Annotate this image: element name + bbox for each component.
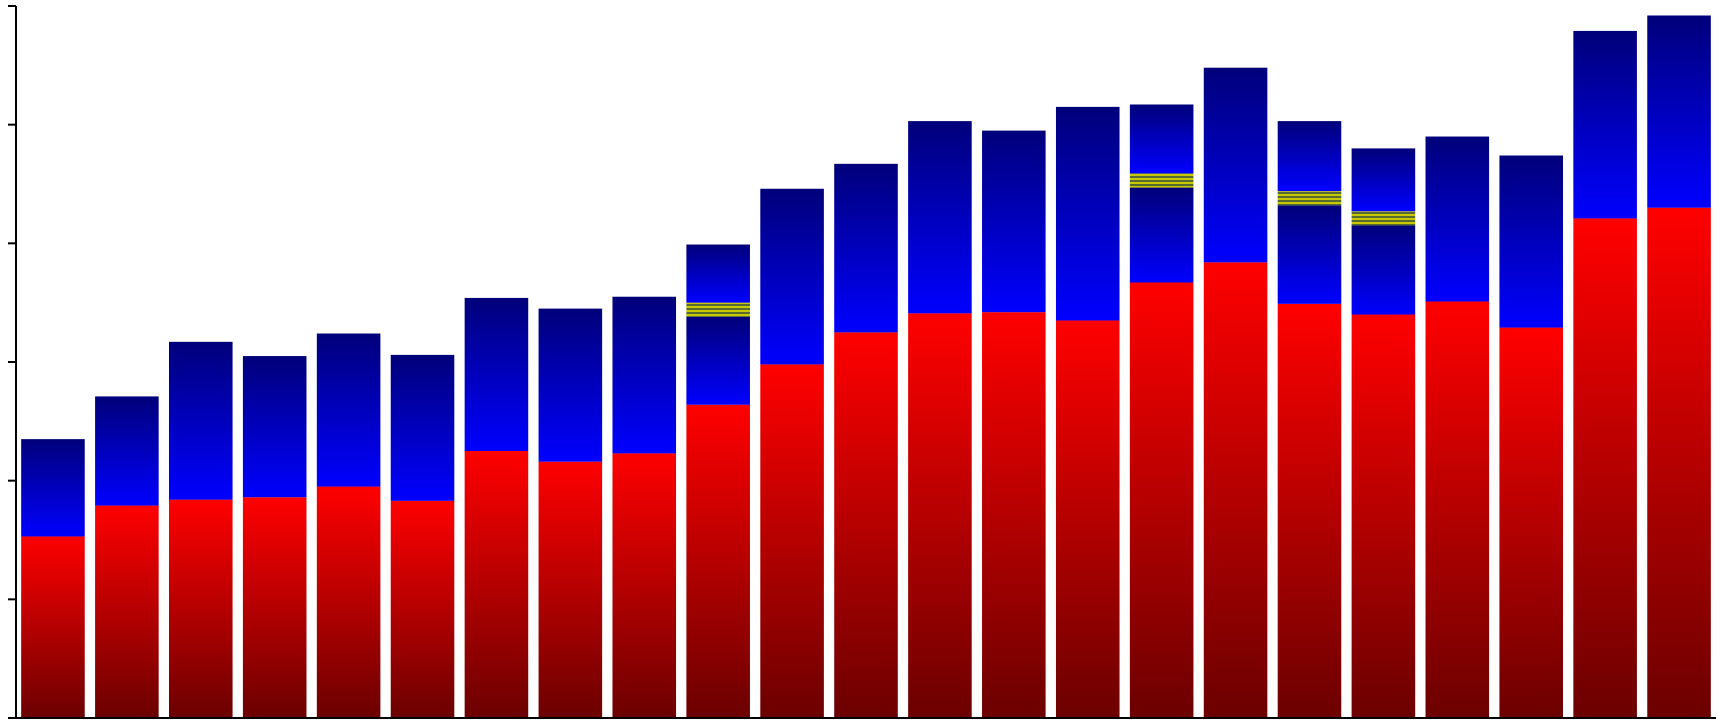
bar-segment-blue [612, 296, 677, 454]
bar-segment-red [242, 497, 307, 718]
bar-segment-blue-upper [686, 244, 750, 303]
bar-segment-red [21, 536, 85, 718]
bar-segment-blue [1055, 106, 1120, 321]
bar-segment-red [464, 451, 529, 718]
bar-segment-blue-upper [1277, 121, 1342, 192]
bar-segment-red [95, 505, 159, 718]
bar-segment-blue [908, 121, 972, 314]
bar-segment-blue [538, 308, 603, 462]
y-axis [8, 5, 1716, 719]
bar-segment-blue [834, 163, 898, 333]
bar-segment-blue-upper [1351, 148, 1416, 212]
bar-segment-blue [760, 188, 824, 365]
bar-segment-red [1647, 207, 1711, 719]
bar-segment-red [1129, 282, 1194, 718]
bar-segment-blue [21, 439, 85, 537]
bar-segment-blue-upper [1129, 104, 1194, 174]
bar-segment-band [1277, 191, 1342, 206]
bar-segment-red [1573, 218, 1637, 718]
bar-segment-blue [316, 333, 381, 487]
bar-segment-red [1055, 320, 1120, 718]
bar-segment-red [1277, 303, 1342, 718]
bar-segment-blue [1573, 30, 1637, 219]
bar-segment-red [1351, 314, 1416, 718]
bar-segment-blue [1647, 15, 1711, 208]
bar-segment-band [686, 302, 750, 317]
bar-segment-blue [390, 354, 455, 501]
bar-segment-red [1425, 301, 1490, 718]
bar-segment-blue [1129, 187, 1194, 283]
bar-segment-red [760, 364, 824, 718]
bar-segment-red [686, 404, 750, 718]
bar-segment-blue [95, 396, 159, 506]
bar-segment-blue [1425, 136, 1490, 302]
bar-segment-red [316, 486, 381, 718]
bar-segment-blue [982, 130, 1046, 313]
bars-group [21, 15, 1711, 719]
bar-segment-red [169, 499, 233, 718]
bar-segment-red [908, 313, 972, 718]
bar-segment-red [982, 312, 1046, 718]
bar-segment-band [1129, 173, 1194, 188]
bar-segment-band [1351, 211, 1416, 226]
bar-segment-blue [1499, 155, 1563, 328]
bar-segment-blue [1277, 205, 1342, 304]
bar-segment-red [834, 332, 898, 718]
bar-segment-red [1203, 262, 1268, 718]
bar-segment-blue [686, 316, 750, 405]
bar-segment-blue [169, 341, 233, 500]
bar-segment-blue [464, 297, 529, 451]
bar-segment-red [538, 461, 603, 718]
bar-segment-blue [242, 356, 307, 498]
bar-segment-blue [1351, 225, 1416, 315]
bar-segment-red [612, 453, 677, 718]
bar-segment-blue [1203, 67, 1268, 263]
bar-segment-red [1499, 327, 1563, 718]
bar-segment-red [390, 500, 455, 718]
